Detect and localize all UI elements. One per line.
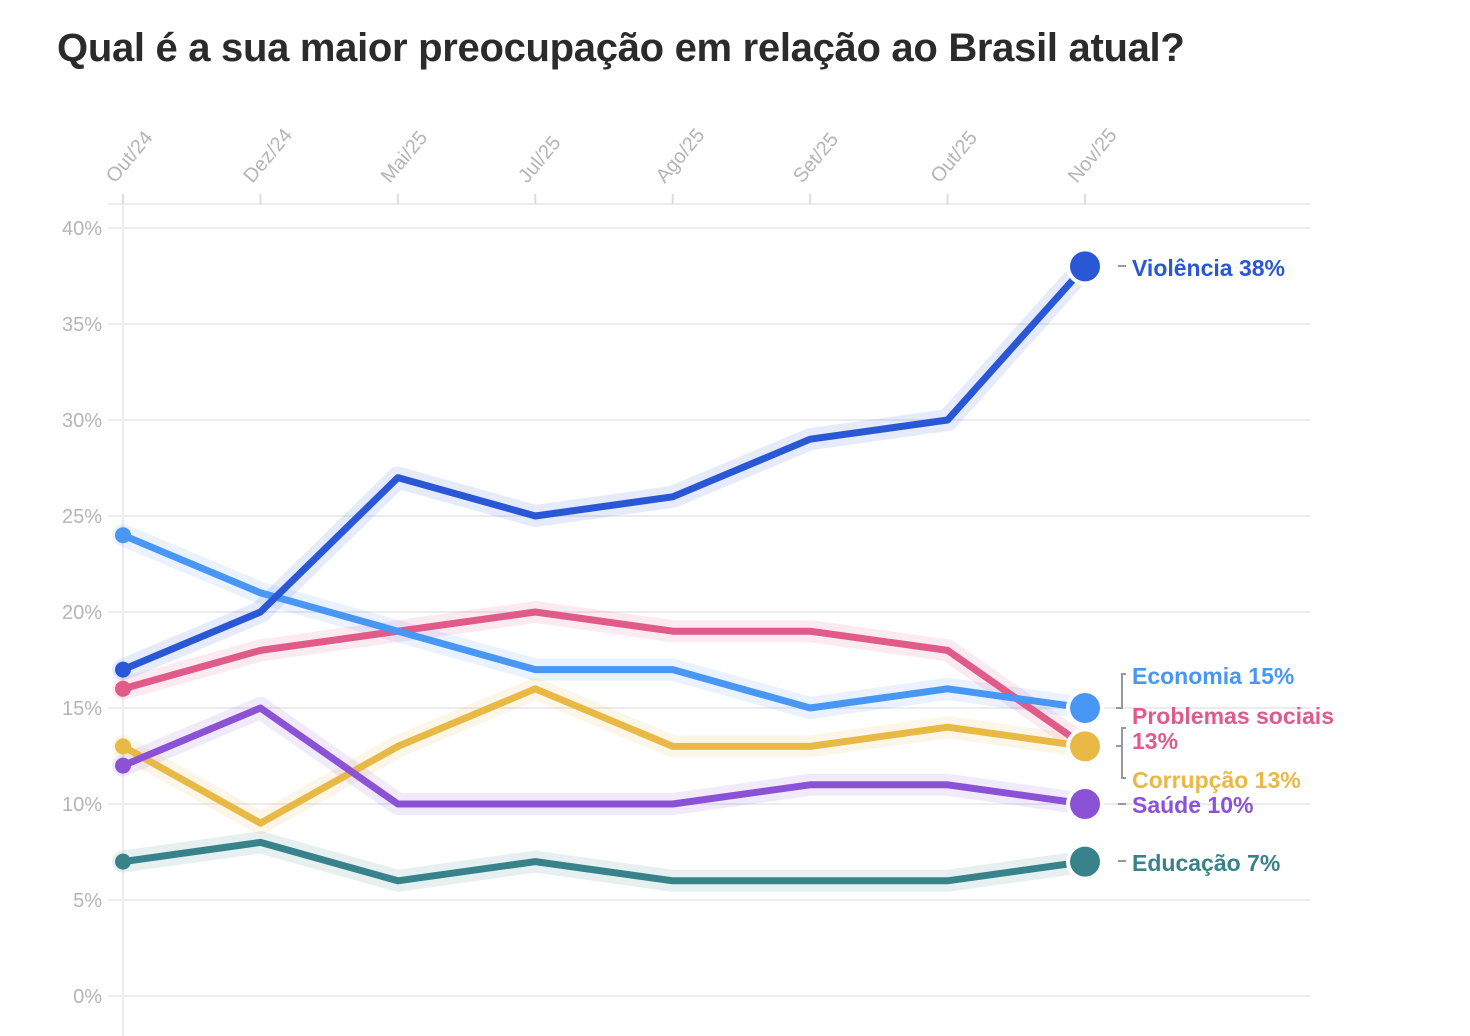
series-line-5 <box>122 838 1086 885</box>
series-label: 13% <box>1132 728 1178 754</box>
end-point <box>1070 846 1101 877</box>
series-line-2 <box>122 608 1088 750</box>
x-tick-label: Out/25 <box>927 127 982 187</box>
y-tick-label: 35% <box>62 314 102 336</box>
start-point <box>115 527 131 544</box>
series-line-1 <box>121 531 1086 712</box>
y-tick-label: 0% <box>73 986 102 1008</box>
start-point <box>115 738 131 755</box>
x-tick-label: Jul/25 <box>514 132 565 187</box>
y-tick-label: 15% <box>62 698 102 720</box>
y-tick-label: 30% <box>62 410 102 432</box>
start-point <box>115 757 131 774</box>
end-point <box>1070 693 1101 723</box>
series-label: Violência 38% <box>1132 255 1285 281</box>
start-point <box>115 680 131 697</box>
x-tick-label: Nov/25 <box>1064 125 1122 188</box>
end-point <box>1070 789 1101 819</box>
label-bracket <box>1116 673 1126 709</box>
series-label: Saúde 10% <box>1132 792 1253 818</box>
series-line-4 <box>121 704 1086 808</box>
y-tick-label: 20% <box>62 602 102 624</box>
series-label: Economia 15% <box>1132 663 1294 689</box>
end-point <box>1070 731 1101 762</box>
x-tick-label: Ago/25 <box>652 125 710 188</box>
chart-title: Qual é a sua maior preocupação em relaçã… <box>57 26 1185 70</box>
start-point <box>115 661 131 678</box>
end-point <box>1070 251 1101 282</box>
series-halo <box>112 831 1097 892</box>
start-point <box>115 853 131 870</box>
x-tick-label: Set/25 <box>789 129 843 187</box>
series-line-3 <box>121 685 1086 827</box>
x-tick-label: Out/24 <box>102 127 157 187</box>
y-tick-label: 10% <box>62 794 102 816</box>
series-label: Problemas sociais <box>1132 703 1334 729</box>
series-label: Educação 7% <box>1132 850 1280 876</box>
series-label: Corrupção 13% <box>1132 767 1301 793</box>
x-tick-label: Mai/25 <box>377 127 432 187</box>
label-bracket <box>1116 727 1126 779</box>
x-tick-label: Dez/24 <box>239 125 297 188</box>
series-line-0 <box>121 264 1088 673</box>
y-tick-label: 5% <box>73 890 102 912</box>
y-tick-label: 40% <box>62 218 102 240</box>
y-tick-label: 25% <box>62 506 102 528</box>
